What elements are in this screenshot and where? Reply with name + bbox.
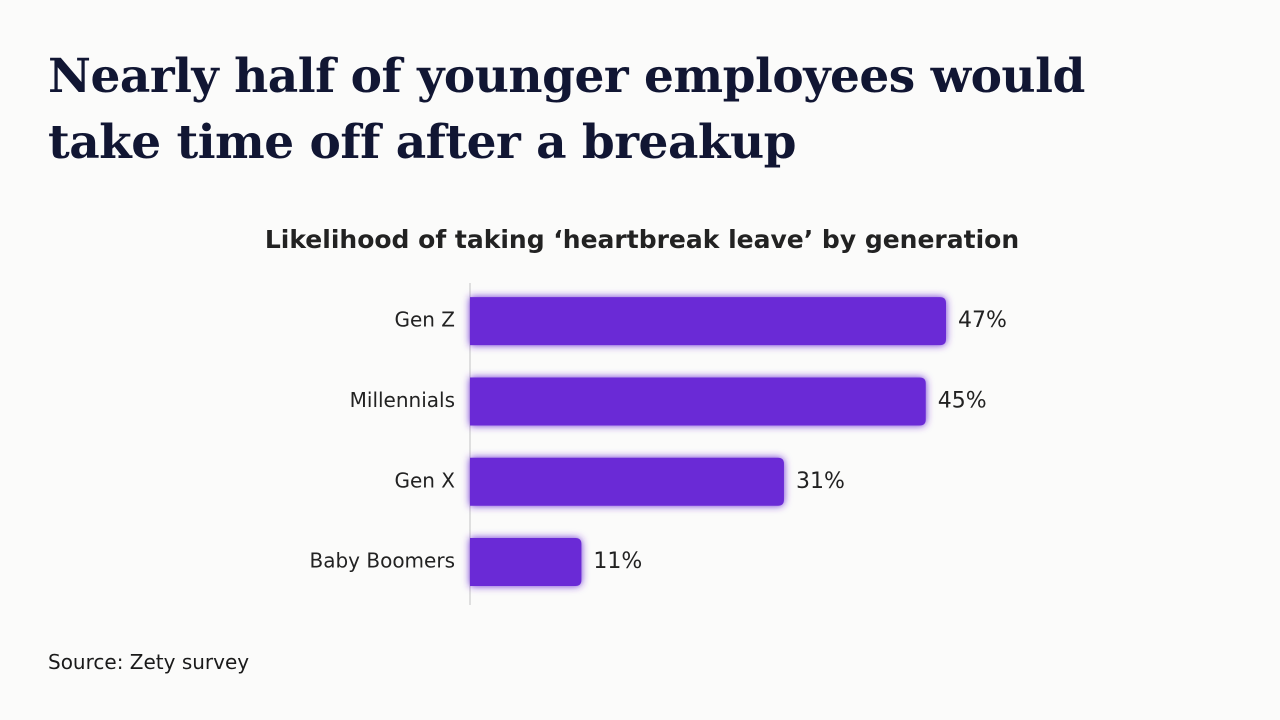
bar xyxy=(470,457,784,506)
bar xyxy=(470,297,946,346)
value-label: 47% xyxy=(958,308,1007,333)
category-label: Millennials xyxy=(350,388,455,412)
bar xyxy=(470,538,582,587)
bar xyxy=(470,377,926,426)
category-label: Baby Boomers xyxy=(310,549,456,573)
category-label: Gen X xyxy=(394,468,455,492)
source-note: Source: Zety survey xyxy=(48,650,250,674)
chart-subtitle: Likelihood of taking ‘heartbreak leave’ … xyxy=(265,225,1019,254)
value-label: 11% xyxy=(593,549,642,574)
category-label: Gen Z xyxy=(394,308,455,332)
value-label: 31% xyxy=(796,469,845,494)
chart-title: Nearly half of younger employees would t… xyxy=(48,49,1085,170)
value-label: 45% xyxy=(938,388,987,413)
